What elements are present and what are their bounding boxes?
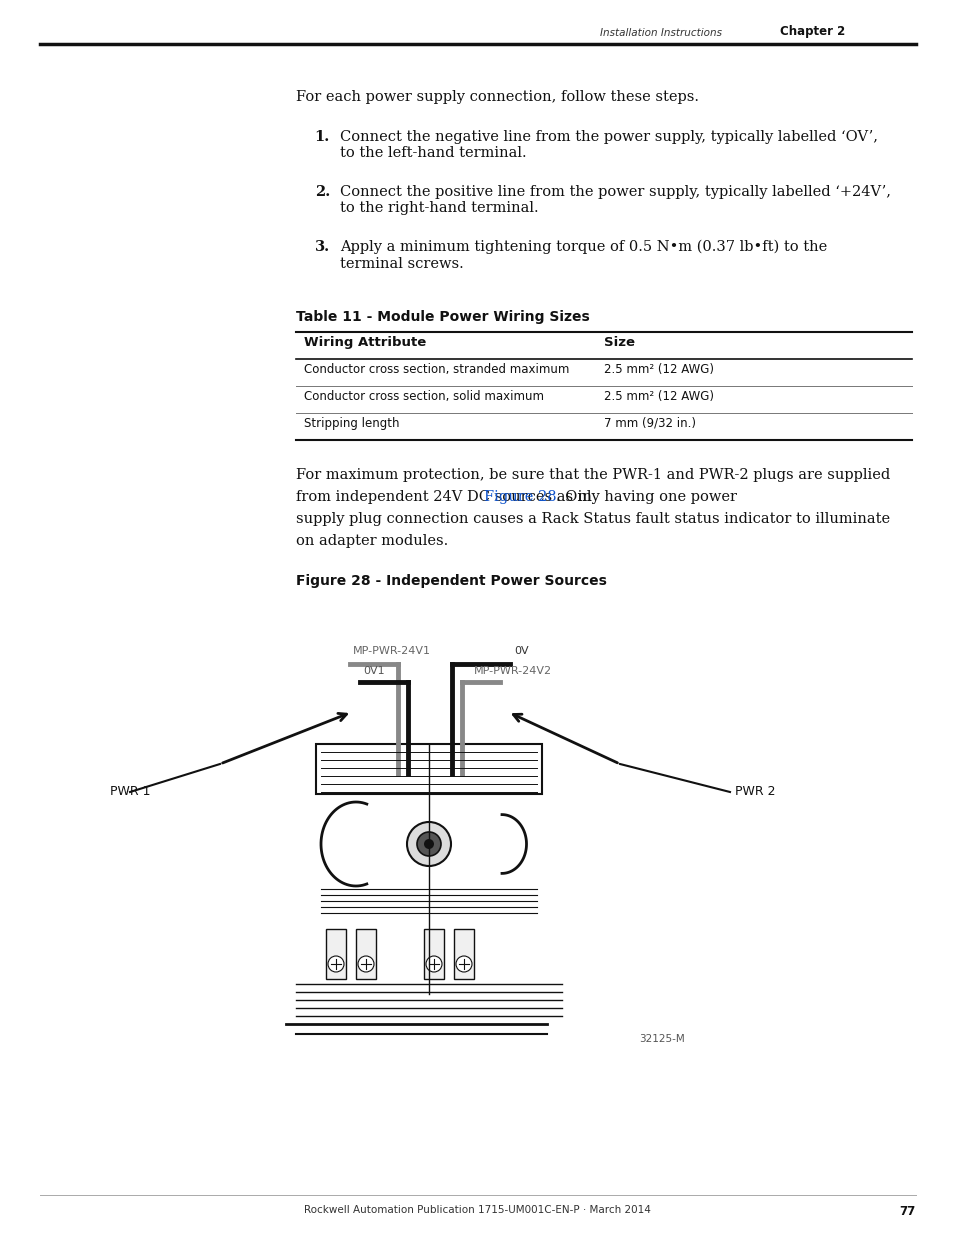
Text: 3.: 3. bbox=[314, 240, 330, 254]
Text: For maximum protection, be sure that the PWR-1 and PWR-2 plugs are supplied: For maximum protection, be sure that the… bbox=[295, 468, 889, 482]
Text: Size: Size bbox=[603, 336, 635, 350]
Text: PWR 1: PWR 1 bbox=[110, 785, 151, 799]
Text: Figure 28 - Independent Power Sources: Figure 28 - Independent Power Sources bbox=[295, 574, 606, 588]
Text: on adapter modules.: on adapter modules. bbox=[295, 534, 448, 548]
Circle shape bbox=[328, 956, 344, 972]
Text: MP-PWR-24V2: MP-PWR-24V2 bbox=[474, 666, 552, 676]
Text: 1.: 1. bbox=[314, 130, 330, 144]
Text: supply plug connection causes a Rack Status fault status indicator to illuminate: supply plug connection causes a Rack Sta… bbox=[295, 513, 889, 526]
Text: Conductor cross section, solid maximum: Conductor cross section, solid maximum bbox=[304, 390, 543, 403]
Text: Wiring Attribute: Wiring Attribute bbox=[304, 336, 426, 350]
Text: 2.5 mm² (12 AWG): 2.5 mm² (12 AWG) bbox=[603, 390, 713, 403]
Text: Apply a minimum tightening torque of 0.5 N•m (0.37 lb•ft) to the
terminal screws: Apply a minimum tightening torque of 0.5… bbox=[339, 240, 826, 270]
Circle shape bbox=[456, 956, 472, 972]
Text: For each power supply connection, follow these steps.: For each power supply connection, follow… bbox=[295, 90, 699, 104]
Text: Table 11 - Module Power Wiring Sizes: Table 11 - Module Power Wiring Sizes bbox=[295, 310, 589, 324]
Text: Stripping length: Stripping length bbox=[304, 417, 399, 430]
Bar bbox=[315, 743, 541, 794]
Bar bbox=[423, 929, 443, 979]
Text: 32125-M: 32125-M bbox=[639, 1034, 684, 1044]
Text: Chapter 2: Chapter 2 bbox=[780, 25, 844, 38]
Circle shape bbox=[407, 823, 451, 866]
Text: PWR 2: PWR 2 bbox=[734, 785, 775, 799]
Bar bbox=[326, 929, 346, 979]
Text: 0V: 0V bbox=[514, 646, 528, 656]
Circle shape bbox=[357, 956, 374, 972]
Bar bbox=[355, 929, 375, 979]
Text: MP-PWR-24V1: MP-PWR-24V1 bbox=[353, 646, 431, 656]
Text: 7 mm (9/32 in.): 7 mm (9/32 in.) bbox=[603, 417, 696, 430]
Text: Connect the positive line from the power supply, typically labelled ‘+24V’,
to t: Connect the positive line from the power… bbox=[339, 185, 890, 215]
Text: 77: 77 bbox=[899, 1205, 915, 1218]
Circle shape bbox=[416, 832, 440, 856]
Circle shape bbox=[426, 956, 441, 972]
Text: 2.: 2. bbox=[314, 185, 330, 199]
Text: . Only having one power: . Only having one power bbox=[556, 490, 737, 504]
Text: Installation Instructions: Installation Instructions bbox=[599, 28, 721, 38]
Text: Figure 28: Figure 28 bbox=[483, 490, 556, 504]
Text: Rockwell Automation Publication 1715-UM001C-EN-P · March 2014: Rockwell Automation Publication 1715-UM0… bbox=[303, 1205, 650, 1215]
Text: Connect the negative line from the power supply, typically labelled ‘OV’,
to the: Connect the negative line from the power… bbox=[339, 130, 877, 161]
Text: from independent 24V DC sources as in: from independent 24V DC sources as in bbox=[295, 490, 596, 504]
Text: 0V1: 0V1 bbox=[363, 666, 384, 676]
Bar bbox=[454, 929, 474, 979]
Circle shape bbox=[423, 839, 434, 848]
Text: 2.5 mm² (12 AWG): 2.5 mm² (12 AWG) bbox=[603, 363, 713, 375]
Text: Conductor cross section, stranded maximum: Conductor cross section, stranded maximu… bbox=[304, 363, 569, 375]
